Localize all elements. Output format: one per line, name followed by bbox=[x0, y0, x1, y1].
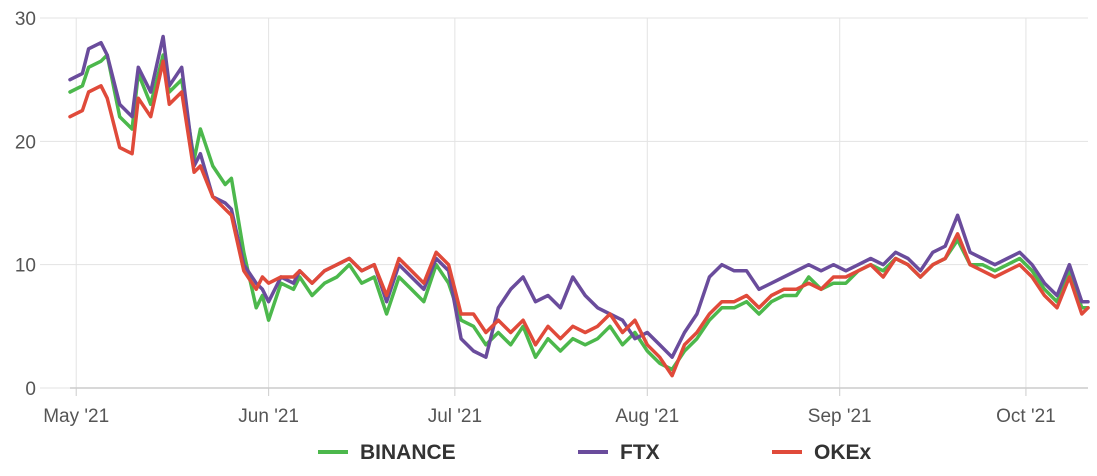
series-line-ftx bbox=[68, 34, 1090, 359]
y-tick-label: 10 bbox=[15, 256, 36, 277]
x-tick-label: Oct '21 bbox=[996, 406, 1056, 427]
series-lines bbox=[68, 34, 1090, 378]
series-line-okex bbox=[68, 59, 1090, 378]
x-tick-label: Sep '21 bbox=[808, 406, 872, 427]
y-tick-label: 0 bbox=[25, 379, 36, 400]
x-tick-label: Jun '21 bbox=[238, 406, 299, 427]
series-line-binance bbox=[68, 53, 1090, 372]
legend-label: FTX bbox=[620, 441, 660, 464]
legend-item-okex[interactable]: OKEx bbox=[772, 441, 872, 464]
y-tick-label: 20 bbox=[15, 132, 36, 153]
legend-label: OKEx bbox=[814, 441, 872, 464]
x-axis: May '21 Jun '21 Jul '21 Aug '21 Sep '21 Oct '… bbox=[43, 387, 1088, 427]
x-tick-label: Jul '21 bbox=[428, 406, 482, 427]
legend-item-ftx[interactable]: FTX bbox=[578, 441, 660, 464]
x-tick-label: May '21 bbox=[43, 406, 109, 427]
legend-label: BINANCE bbox=[360, 441, 456, 464]
legend: BINANCE FTX OKEx bbox=[318, 441, 872, 464]
x-tick-label: Aug '21 bbox=[615, 406, 679, 427]
y-axis: 0 10 20 30 bbox=[15, 9, 36, 400]
legend-item-binance[interactable]: BINANCE bbox=[318, 441, 456, 464]
y-tick-label: 30 bbox=[15, 9, 36, 30]
grid bbox=[40, 17, 1088, 389]
